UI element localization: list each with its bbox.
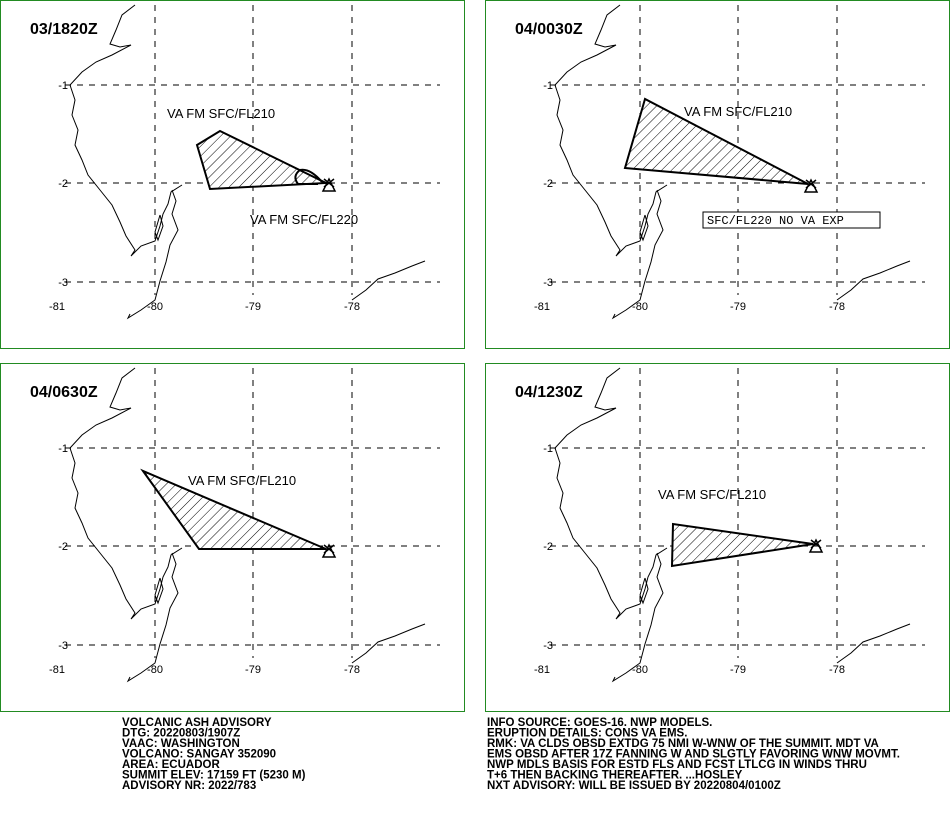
- lon-label: -78: [829, 301, 845, 313]
- flight-level-label: VA FM SFC/FL210: [188, 473, 296, 488]
- map-panel: -81 -80 -79 -78 -1 -2 -3 04/0030Z VA FM SFC/FL21…: [485, 0, 950, 349]
- valid-time: 04/0630Z: [30, 384, 98, 401]
- advisory-line: AREA: ECUADOR: [122, 759, 220, 771]
- lon-label: -78: [829, 664, 845, 676]
- volcano: [808, 538, 824, 553]
- advisory-line: VOLCANO: SANGAY 352090: [122, 749, 276, 761]
- flight-level-label: VA FM SFC/FL210: [658, 487, 766, 502]
- lat-label: -1: [543, 443, 553, 455]
- volcano: [321, 177, 337, 192]
- lon-label: -78: [344, 301, 360, 313]
- panel-border: [0, 0, 465, 349]
- flight-level-label: VA FM SFC/FL210: [684, 104, 792, 119]
- advisory-line: VAAC: WASHINGTON: [122, 738, 240, 750]
- map-panel: -81 -80 -79 -78 -1 -2 -3 04/1230Z VA FM SFC/FL21…: [485, 363, 950, 712]
- ash-area: [623, 97, 809, 185]
- advisory-line: DTG: 20220803/1907Z: [122, 728, 240, 740]
- advisory-line: SUMMIT ELEV: 17159 FT (5230 M): [122, 770, 306, 782]
- lat-label: -3: [543, 277, 553, 289]
- advisory-line: EMS OBSD AFTER 17Z FANNING W AND SLGTLY …: [487, 749, 900, 761]
- island: [639, 577, 649, 605]
- advisory-line: NWP MDLS BASIS FOR ESTD FLS AND FCST LTL…: [487, 759, 867, 771]
- lat-label: -3: [58, 277, 68, 289]
- box: [702, 211, 881, 229]
- advisory-line: INFO SOURCE: GOES-16. NWP MODELS.: [487, 717, 712, 729]
- lat-label: -2: [543, 178, 553, 190]
- island: [639, 214, 649, 242]
- lon-label: -80: [632, 301, 648, 313]
- ash-area: [670, 522, 814, 568]
- advisory-line: RMK: VA CLDS OBSD EXTDG 75 NMI W-WNW OF …: [487, 738, 879, 750]
- lat-label: -2: [58, 178, 68, 190]
- lon-label: -80: [147, 301, 163, 313]
- lon-label: -81: [49, 301, 65, 313]
- border-line: [836, 623, 911, 664]
- island: [154, 577, 164, 605]
- map-panel: -81 -80 -79 -78 -1 -2 -3 03/1820Z VA FM SFC/FL21…: [0, 0, 465, 349]
- lon-label: -80: [147, 664, 163, 676]
- advisory-line: VOLCANIC ASH ADVISORY: [122, 717, 272, 729]
- lat-label: -1: [58, 80, 68, 92]
- flight-level-label: VA FM SFC/FL220: [250, 212, 358, 227]
- advisory-line: T+6 THEN BACKING THEREAFTER. ...HOSLEY: [487, 770, 743, 782]
- lon-label: -79: [245, 664, 261, 676]
- advisory-line: ERUPTION DETAILS: CONS VA EMS.: [487, 728, 687, 740]
- lat-label: -2: [543, 541, 553, 553]
- box-label: SFC/FL220 NO VA EXP: [707, 214, 844, 228]
- valid-time: 03/1820Z: [30, 21, 98, 38]
- valid-time: 04/1230Z: [515, 384, 583, 401]
- lon-label: -79: [730, 664, 746, 676]
- coastline: [69, 4, 183, 320]
- lon-label: -81: [534, 664, 550, 676]
- panel-border: [0, 363, 465, 712]
- ash-area: [140, 468, 327, 550]
- lon-label: -81: [49, 664, 65, 676]
- border-line: [351, 623, 426, 664]
- lat-label: -2: [58, 541, 68, 553]
- lat-label: -1: [58, 443, 68, 455]
- lon-label: -78: [344, 664, 360, 676]
- coastline: [554, 367, 668, 683]
- volcano: [321, 543, 337, 558]
- border-line: [836, 260, 911, 301]
- ash-area-fl220: [294, 168, 323, 185]
- flight-level-label: VA FM SFC/FL210: [167, 106, 275, 121]
- advisory-line: ADVISORY NR: 2022/783: [122, 780, 256, 792]
- volcano: [803, 178, 819, 193]
- lat-label: -1: [543, 80, 553, 92]
- lon-label: -81: [534, 301, 550, 313]
- map-panel: -81 -80 -79 -78 -1 -2 -3 04/0630Z VA FM SFC/FL21…: [0, 363, 465, 712]
- island: [154, 214, 164, 242]
- coastline: [69, 367, 183, 683]
- advisory-line: NXT ADVISORY: WILL BE ISSUED BY 20220804…: [487, 780, 781, 792]
- lon-label: -79: [245, 301, 261, 313]
- lon-label: -80: [632, 664, 648, 676]
- valid-time: 04/0030Z: [515, 21, 583, 38]
- lon-label: -79: [730, 301, 746, 313]
- lat-label: -3: [58, 640, 68, 652]
- lat-label: -3: [543, 640, 553, 652]
- ash-area: [195, 129, 330, 191]
- border-line: [351, 260, 426, 301]
